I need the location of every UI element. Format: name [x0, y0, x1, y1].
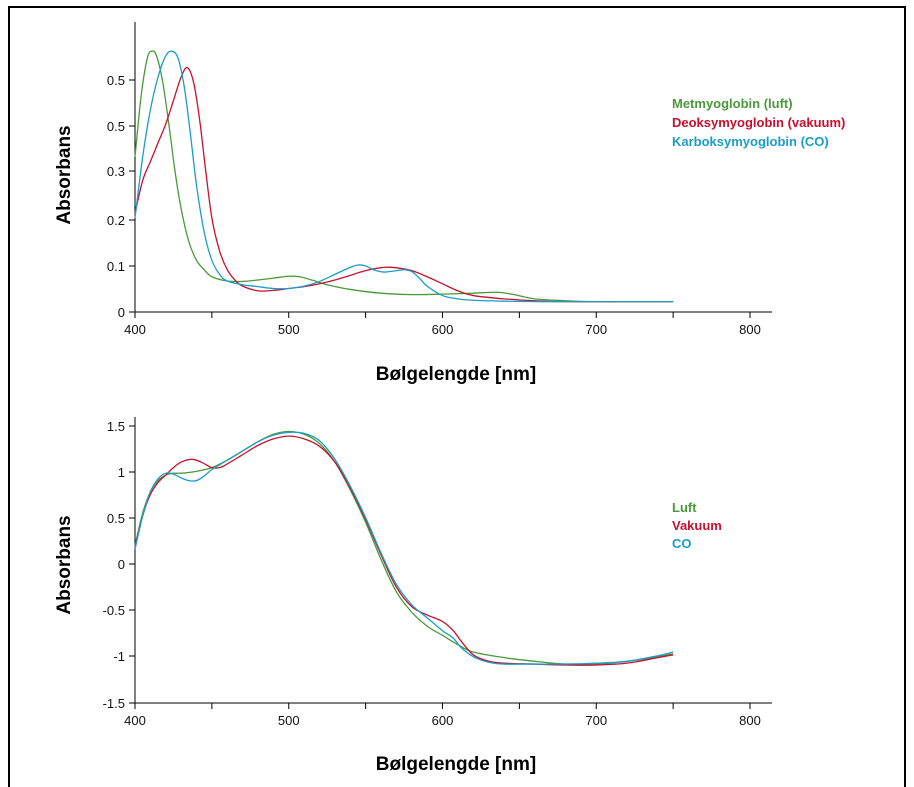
x-tick-label: 500 — [278, 322, 300, 337]
y-axis-label: Absorbans — [54, 515, 75, 614]
chart-top: 400 500 600 700 800 0 0.1 0.2 0.3 0.5 0.5 Bølgeleng… — [54, 22, 845, 385]
series-line-red — [134, 435, 674, 666]
chart-bottom: 400 500 600 700 800 -1.5 -1 -0.5 0 0.5 1 1.5 Bølgele… — [54, 417, 772, 775]
y-tick-label: -0.5 — [103, 603, 125, 618]
series-line-green — [134, 50, 674, 303]
y-tick-label: 0.5 — [107, 119, 125, 134]
y-tick-label: -1 — [113, 649, 125, 664]
x-axis-label: Bølgelengde [nm] — [376, 754, 536, 775]
y-tick-label: 0.1 — [107, 259, 125, 274]
x-tick-label: 400 — [124, 713, 146, 728]
figure-frame — [8, 6, 906, 787]
series-line-red — [134, 66, 674, 303]
y-tick-label: 1 — [118, 465, 125, 480]
legend-entry: CO — [672, 536, 692, 551]
x-tick-label: 700 — [585, 713, 607, 728]
x-tick-label: 600 — [432, 322, 454, 337]
x-tick-label: 400 — [124, 322, 146, 337]
y-tick-label: -1.5 — [103, 696, 125, 711]
y-axis-label: Absorbans — [54, 125, 75, 224]
y-tick-label: 0.5 — [107, 73, 125, 88]
legend-entry: Karboksymyoglobin (CO) — [672, 134, 829, 149]
x-tick-label: 800 — [739, 322, 761, 337]
legend-entry: Deoksymyoglobin (vakuum) — [672, 115, 845, 130]
y-tick-label: 0 — [118, 305, 125, 320]
x-tick-label: 700 — [585, 322, 607, 337]
y-tick-label: 0 — [118, 557, 125, 572]
series-line-blue — [134, 431, 674, 665]
y-tick-label: 1.5 — [107, 419, 125, 434]
x-axis-label: Bølgelengde [nm] — [376, 364, 536, 385]
y-tick-label: 0.3 — [107, 164, 125, 179]
legend-entry: Metmyoglobin (luft) — [672, 96, 793, 111]
legend-entry: Vakuum — [672, 518, 722, 533]
x-tick-label: 500 — [278, 713, 300, 728]
y-tick-label: 0.5 — [107, 511, 125, 526]
x-tick-label: 800 — [739, 713, 761, 728]
legend-entry: Luft — [672, 500, 697, 515]
x-tick-label: 600 — [432, 713, 454, 728]
y-tick-label: 0.2 — [107, 213, 125, 228]
series-line-blue — [134, 50, 674, 303]
